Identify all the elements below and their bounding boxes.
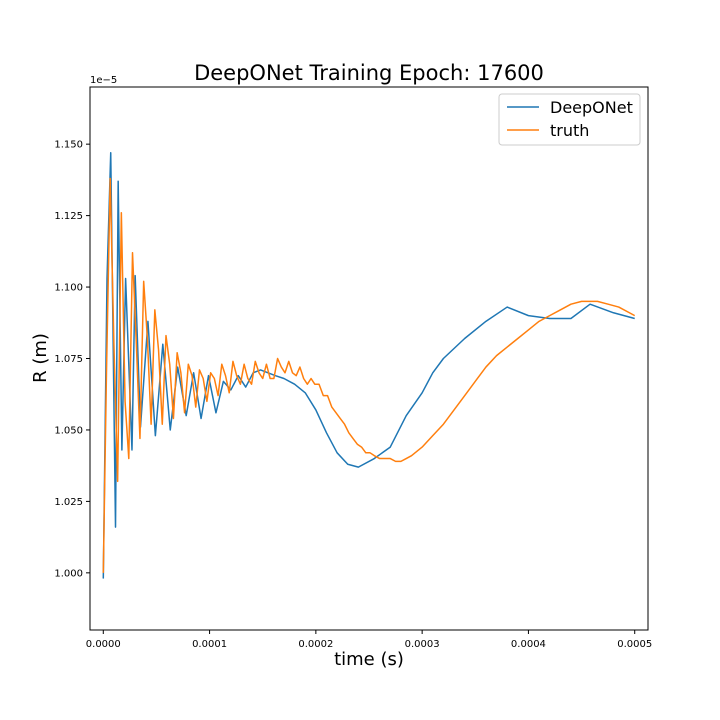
plot-frame <box>89 86 649 631</box>
series-line-deeponet <box>102 151 635 579</box>
y-tick-label: 1.075 <box>54 354 83 365</box>
y-tick-label: 1.025 <box>54 497 83 508</box>
y-axis: 1.000 1.025 1.050 1.075 1.100 1.125 1.150 <box>54 140 90 579</box>
y-tick-label: 1.000 <box>54 568 83 579</box>
chart-title: DeepONet Training Epoch: 17600 <box>194 61 544 85</box>
legend-label-truth: truth <box>550 121 589 140</box>
x-tick-label: 0.0001 <box>192 639 227 650</box>
legend: DeepONet truth <box>498 93 641 146</box>
y-tick-label: 1.050 <box>54 425 83 436</box>
x-tick-label: 0.0004 <box>511 639 546 650</box>
y-offset-label: 1e−5 <box>90 75 117 86</box>
x-tick-label: 0.0003 <box>405 639 440 650</box>
legend-label-deeponet: DeepONet <box>550 98 633 117</box>
x-tick-label: 0.0005 <box>617 639 652 650</box>
y-axis-label: R (m) <box>30 333 51 383</box>
x-axis: 0.0000 0.0001 0.0002 0.0003 0.0004 0.0005 <box>86 630 652 650</box>
y-tick-label: 1.100 <box>54 283 83 294</box>
y-tick-label: 1.125 <box>54 211 83 222</box>
y-tick-label: 1.150 <box>54 140 83 151</box>
x-axis-label: time (s) <box>334 649 404 670</box>
x-tick-label: 0.0000 <box>86 639 121 650</box>
series-line-truth <box>102 177 636 573</box>
plot-area <box>102 151 636 579</box>
x-tick-label: 0.0002 <box>298 639 333 650</box>
